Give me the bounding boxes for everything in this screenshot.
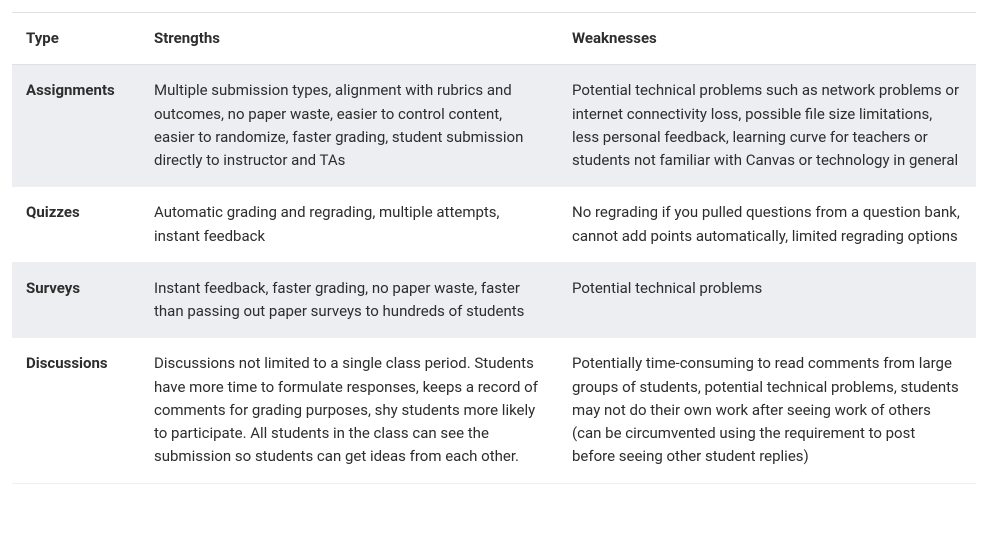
table-header: Type Strengths Weaknesses xyxy=(12,13,976,65)
cell-type: Assignments xyxy=(12,65,140,187)
cell-weaknesses: Potential technical problems xyxy=(558,262,976,338)
table-row: Surveys Instant feedback, faster grading… xyxy=(12,262,976,338)
cell-weaknesses: Potentially time-consuming to read comme… xyxy=(558,338,976,483)
column-header-type: Type xyxy=(12,13,140,65)
cell-strengths: Discussions not limited to a single clas… xyxy=(140,338,558,483)
table-row: Assignments Multiple submission types, a… xyxy=(12,65,976,187)
cell-weaknesses: Potential technical problems such as net… xyxy=(558,65,976,187)
comparison-table-container: Type Strengths Weaknesses Assignments Mu… xyxy=(12,12,976,484)
comparison-table: Type Strengths Weaknesses Assignments Mu… xyxy=(12,12,976,484)
table-header-row: Type Strengths Weaknesses xyxy=(12,13,976,65)
cell-strengths: Automatic grading and regrading, multipl… xyxy=(140,187,558,263)
table-row: Discussions Discussions not limited to a… xyxy=(12,338,976,483)
table-row: Quizzes Automatic grading and regrading,… xyxy=(12,187,976,263)
cell-type: Quizzes xyxy=(12,187,140,263)
cell-type: Discussions xyxy=(12,338,140,483)
cell-type: Surveys xyxy=(12,262,140,338)
cell-strengths: Multiple submission types, alignment wit… xyxy=(140,65,558,187)
cell-strengths: Instant feedback, faster grading, no pap… xyxy=(140,262,558,338)
table-body: Assignments Multiple submission types, a… xyxy=(12,65,976,483)
column-header-weaknesses: Weaknesses xyxy=(558,13,976,65)
cell-weaknesses: No regrading if you pulled questions fro… xyxy=(558,187,976,263)
column-header-strengths: Strengths xyxy=(140,13,558,65)
